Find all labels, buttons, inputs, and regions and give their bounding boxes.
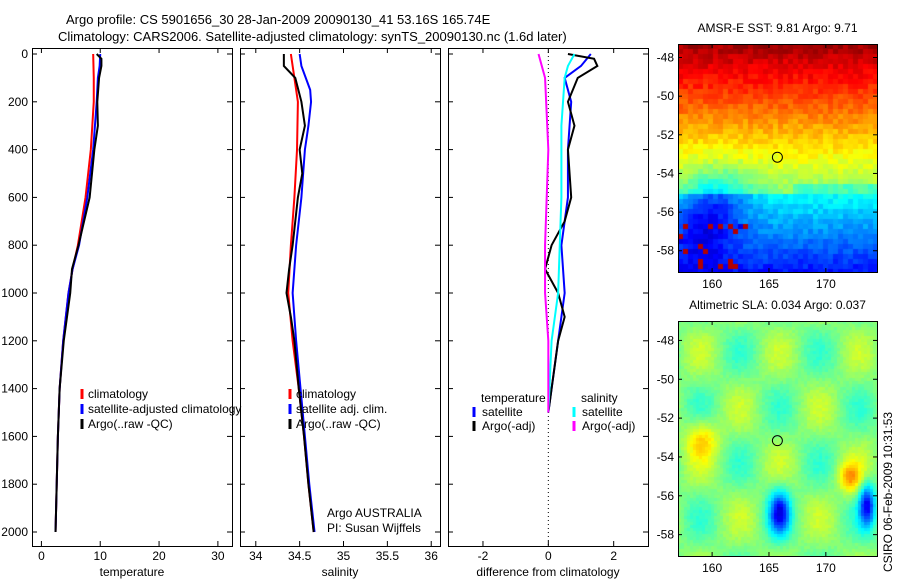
x-tick-label: -2 xyxy=(478,549,489,563)
y-tick-label: 1800 xyxy=(1,477,28,491)
legend-entry: Argo(-adj) xyxy=(582,419,635,433)
y-tick-label: -54 xyxy=(657,166,675,180)
legend-entry: satellite xyxy=(482,405,523,419)
x-tick-label: 170 xyxy=(816,277,836,291)
legend-entry: climatology xyxy=(296,387,356,401)
y-tick-label: -48 xyxy=(657,333,675,347)
y-tick-label: -48 xyxy=(657,51,675,65)
legend-entry: climatology xyxy=(88,387,148,401)
x-tick-label: 34.5 xyxy=(288,549,312,563)
y-tick-label: -52 xyxy=(657,411,675,425)
y-tick-label: 200 xyxy=(8,95,28,109)
title-line-2: Climatology: CARS2006. Satellite-adjuste… xyxy=(58,29,567,44)
y-tick-label: -50 xyxy=(657,89,675,103)
series-line-salinity-satellite xyxy=(547,53,576,413)
x-tick-label: 0 xyxy=(38,549,45,563)
plot-frame-1 xyxy=(240,48,441,547)
x-tick-label: 35.5 xyxy=(376,549,400,563)
y-tick-label: 2000 xyxy=(1,525,28,539)
x-tick-label: 170 xyxy=(816,561,836,575)
argo-position-marker xyxy=(771,151,783,163)
legend-entry: satellite-adjusted climatology xyxy=(88,402,241,416)
series-line-satellite-adj-clim- xyxy=(291,53,316,533)
y-tick-label: -56 xyxy=(657,205,675,219)
legend-header-salinity: salinity xyxy=(581,391,618,405)
x-tick-label: 2 xyxy=(610,549,617,563)
y-tick-label: -58 xyxy=(657,528,675,542)
legend-entry: satellite xyxy=(582,405,623,419)
legend-entry: Argo(..raw -QC) xyxy=(88,417,173,431)
sla-map xyxy=(678,321,877,556)
y-tick-label: 1400 xyxy=(1,382,28,396)
sst-map xyxy=(678,44,877,272)
y-tick-label: 1200 xyxy=(1,334,28,348)
series-line-argo-raw-qc- xyxy=(54,53,103,533)
x-tick-label: 165 xyxy=(759,561,779,575)
legend-entry: satellite adj. clim. xyxy=(296,402,387,416)
x-tick-label: 35 xyxy=(337,549,351,563)
y-tick-label: 1000 xyxy=(1,286,28,300)
y-tick-label: -52 xyxy=(657,128,675,142)
title-line-1: Argo profile: CS 5901656_30 28-Jan-2009 … xyxy=(66,12,491,27)
plot-frame-0 xyxy=(32,48,233,547)
series-line-salinity-argo-adj- xyxy=(537,53,550,413)
y-tick-label: 400 xyxy=(8,143,28,157)
credit-line-1: Argo AUSTRALIA xyxy=(327,506,422,520)
x-tick-label: 36 xyxy=(425,549,439,563)
series-line-argo-raw-qc- xyxy=(282,54,315,533)
x-tick-label: 0 xyxy=(545,549,552,563)
legend-entry: Argo(-adj) xyxy=(482,419,535,433)
y-tick-label: 0 xyxy=(21,47,28,61)
x-tick-label: 30 xyxy=(211,549,225,563)
map-frame xyxy=(678,321,878,557)
map-title: Altimetric SLA: 0.034 Argo: 0.037 xyxy=(689,298,866,312)
y-tick-label: 1600 xyxy=(1,429,28,443)
y-tick-label: 800 xyxy=(8,238,28,252)
x-axis-label: salinity xyxy=(322,565,359,579)
legend-entry: Argo(..raw -QC) xyxy=(296,417,381,431)
x-tick-label: 160 xyxy=(702,277,722,291)
map-title: AMSR-E SST: 9.81 Argo: 9.71 xyxy=(697,21,857,35)
y-tick-label: 600 xyxy=(8,190,28,204)
x-tick-label: 160 xyxy=(702,561,722,575)
x-tick-label: 165 xyxy=(759,277,779,291)
map-frame xyxy=(678,44,878,273)
y-tick-label: -56 xyxy=(657,489,675,503)
y-tick-label: -54 xyxy=(657,450,675,464)
footer-timestamp: CSIRO 06-Feb-2009 10:31:53 xyxy=(881,411,895,572)
x-tick-label: 34 xyxy=(249,549,263,563)
argo-position-marker xyxy=(771,435,783,447)
x-axis-label: temperature xyxy=(100,565,165,579)
y-tick-label: -50 xyxy=(657,372,675,386)
x-axis-label: difference from climatology xyxy=(476,565,619,579)
series-line-temperature-argo-adj- xyxy=(543,53,599,413)
x-tick-label: 10 xyxy=(94,549,108,563)
legend-header-temperature: temperature xyxy=(481,391,546,405)
x-tick-label: 20 xyxy=(152,549,166,563)
credit-line-2: PI: Susan Wijffels xyxy=(327,521,421,535)
y-tick-label: -58 xyxy=(657,244,675,258)
